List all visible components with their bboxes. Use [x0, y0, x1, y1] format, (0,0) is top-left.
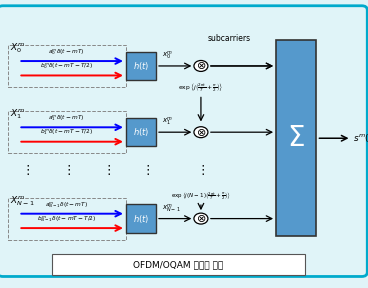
- Text: $x_1^m$: $x_1^m$: [162, 116, 173, 128]
- Text: $a_{N-1}^m\delta(t-mT)$: $a_{N-1}^m\delta(t-mT)$: [45, 200, 88, 210]
- Text: $\vdots$: $\vdots$: [141, 163, 150, 177]
- Text: $a_0^m\delta(t-mT)$: $a_0^m\delta(t-mT)$: [48, 47, 85, 57]
- Text: $b_{N-1}^m\delta(t-mT-T/2)$: $b_{N-1}^m\delta(t-mT-T/2)$: [36, 214, 96, 224]
- Bar: [126, 52, 156, 80]
- Text: $\otimes$: $\otimes$: [196, 127, 206, 138]
- Text: $X_1^m$: $X_1^m$: [10, 108, 25, 121]
- Text: $\vdots$: $\vdots$: [62, 163, 71, 177]
- Text: $s^m(t)$: $s^m(t)$: [353, 132, 368, 144]
- Bar: [52, 254, 305, 275]
- Text: $a_1^m\delta(t-mT)$: $a_1^m\delta(t-mT)$: [48, 113, 85, 123]
- Bar: [126, 204, 156, 233]
- Text: $\exp\left\{j(N-1)\left(\frac{2\pi t}{T}+\frac{\pi}{2}\right)\right\}$: $\exp\left\{j(N-1)\left(\frac{2\pi t}{T}…: [171, 191, 231, 202]
- Bar: [276, 40, 316, 236]
- Text: $x_0^m$: $x_0^m$: [162, 50, 173, 62]
- Text: $\otimes$: $\otimes$: [196, 213, 206, 224]
- Circle shape: [194, 60, 208, 71]
- Text: $b_1^m\delta(t-mT-T/2)$: $b_1^m\delta(t-mT-T/2)$: [40, 128, 93, 137]
- Circle shape: [194, 213, 208, 224]
- Text: $x_{N-1}^m$: $x_{N-1}^m$: [162, 202, 181, 215]
- FancyBboxPatch shape: [0, 6, 367, 276]
- Text: $X_0^m$: $X_0^m$: [10, 42, 25, 55]
- Text: OFDM/OQAM 송신기 구조: OFDM/OQAM 송신기 구조: [133, 260, 224, 269]
- Text: subcarriers: subcarriers: [207, 34, 251, 43]
- Text: $X_{N-1}^m$: $X_{N-1}^m$: [10, 194, 35, 208]
- Circle shape: [194, 127, 208, 138]
- Text: $\otimes$: $\otimes$: [196, 60, 206, 71]
- Text: $b_0^m\delta(t-mT-T/2)$: $b_0^m\delta(t-mT-T/2)$: [40, 61, 93, 71]
- Text: $h(t)$: $h(t)$: [133, 60, 149, 72]
- Text: $\vdots$: $\vdots$: [102, 163, 111, 177]
- Text: $\vdots$: $\vdots$: [197, 163, 205, 177]
- Bar: [126, 118, 156, 146]
- Text: $h(t)$: $h(t)$: [133, 213, 149, 225]
- Text: $\exp\left\{j\left(\frac{2\pi t}{T}+\frac{\pi}{2}\right)\right\}$: $\exp\left\{j\left(\frac{2\pi t}{T}+\fra…: [178, 81, 224, 93]
- Text: $\vdots$: $\vdots$: [21, 163, 30, 177]
- Text: $\Sigma$: $\Sigma$: [287, 124, 305, 152]
- Text: $h(t)$: $h(t)$: [133, 126, 149, 138]
